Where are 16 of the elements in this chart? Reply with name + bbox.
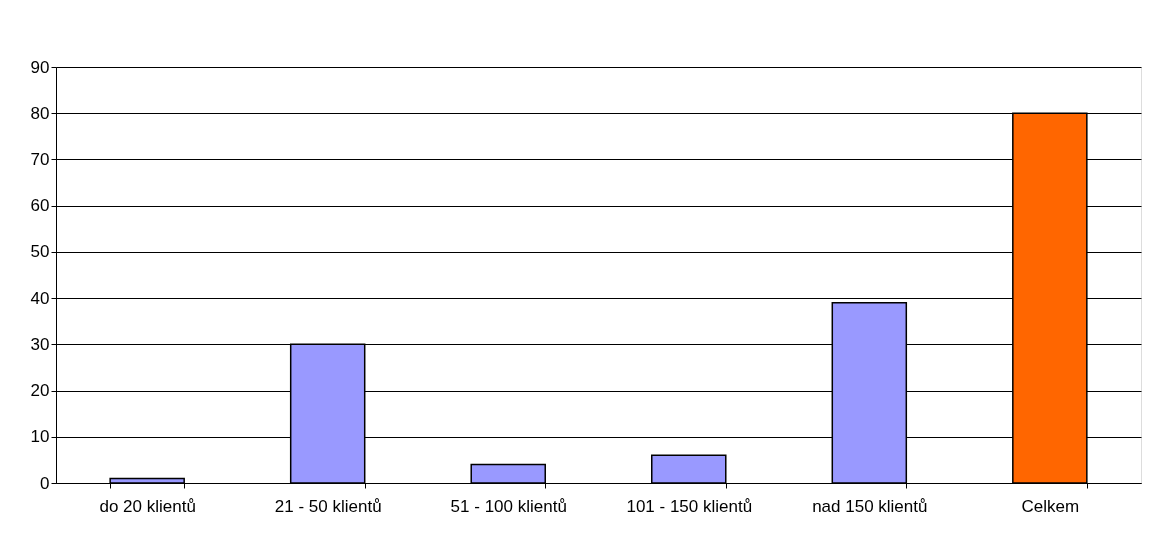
y-tick-label: 90: [30, 57, 50, 77]
x-tick-label: nad 150 klientů: [812, 496, 928, 516]
y-tick-label: 0: [40, 473, 50, 493]
x-tick-label: do 20 klientů: [99, 496, 196, 516]
y-tick-label: 50: [30, 242, 50, 262]
y-tick-label: 40: [30, 288, 50, 308]
y-tick-label: 10: [30, 427, 50, 447]
x-tick-label: 101 - 150 klientů: [626, 496, 753, 516]
y-tick-label: 80: [30, 103, 50, 123]
y-tick-label: 20: [30, 381, 50, 401]
y-tick-label: 60: [30, 196, 50, 216]
x-tick-label: 21 - 50 klientů: [274, 496, 382, 516]
x-tick-label: 51 - 100 klientů: [450, 496, 567, 516]
x-tick-label: Celkem: [1021, 496, 1080, 516]
y-tick-label: 70: [30, 149, 50, 169]
y-tick-label: 30: [30, 334, 50, 354]
